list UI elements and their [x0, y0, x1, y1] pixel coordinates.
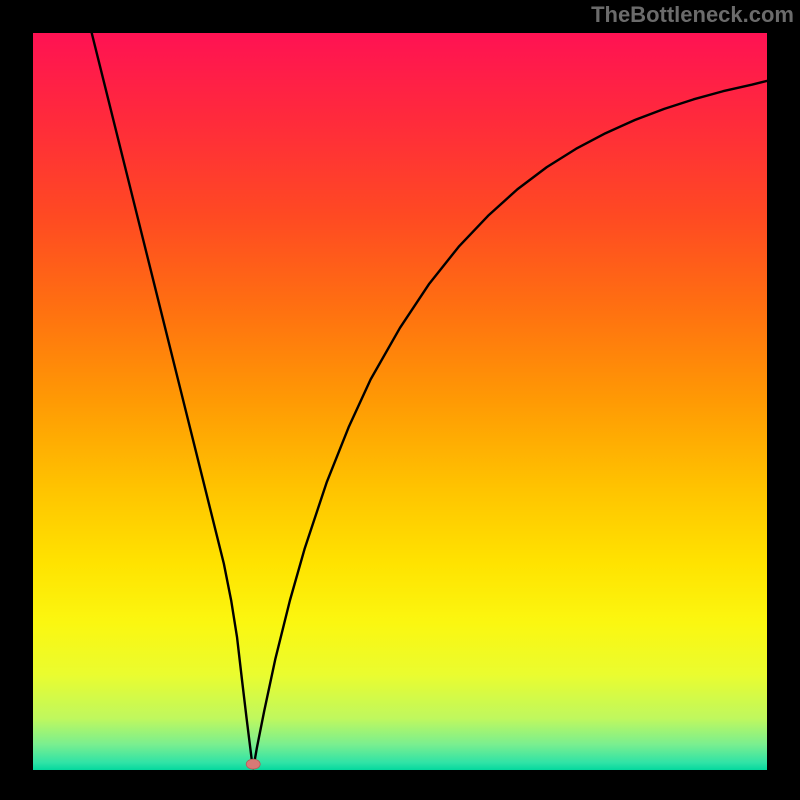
plot-area	[33, 33, 767, 770]
plot-svg	[33, 33, 767, 770]
chart-container: TheBottleneck.com	[0, 0, 800, 800]
minimum-marker	[246, 759, 260, 769]
gradient-background	[33, 33, 767, 770]
credit-text: TheBottleneck.com	[591, 2, 794, 28]
